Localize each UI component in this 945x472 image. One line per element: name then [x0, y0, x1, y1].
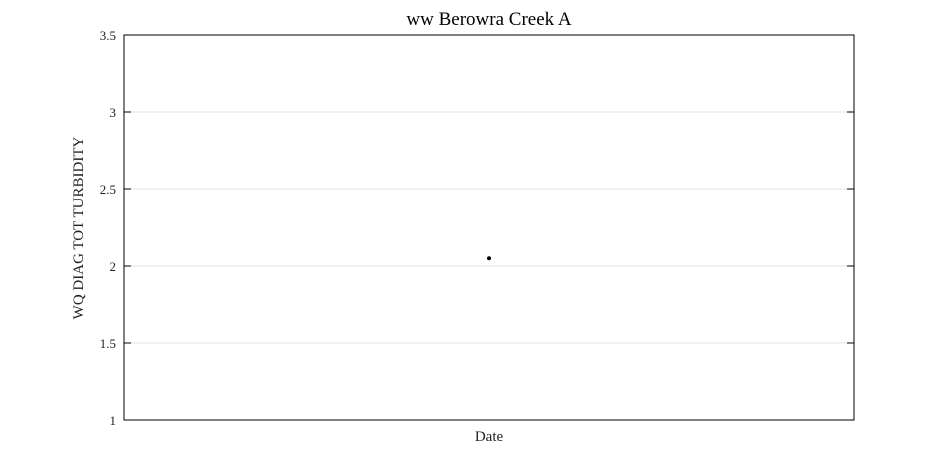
y-tick-label: 3.5 [100, 28, 116, 43]
chart-title: ww Berowra Creek A [406, 9, 571, 30]
grid-lines [124, 111, 854, 344]
y-tick-label: 2 [110, 259, 117, 274]
plot-frame [123, 34, 855, 421]
y-tick-label: 1 [110, 413, 117, 428]
data-point [487, 256, 491, 261]
y-tick-label: 2.5 [100, 182, 116, 197]
data-points [487, 256, 491, 261]
y-axis-label: WQ DIAG TOT TURBIDITY [71, 137, 87, 320]
x-axis-label: Date [475, 429, 504, 445]
y-axis-tick-labels: 1 1.5 2 2.5 3 3.5 [100, 28, 116, 428]
y-axis-ticks [124, 34, 854, 421]
y-tick-label: 1.5 [100, 336, 116, 351]
y-tick-label: 3 [110, 105, 117, 120]
